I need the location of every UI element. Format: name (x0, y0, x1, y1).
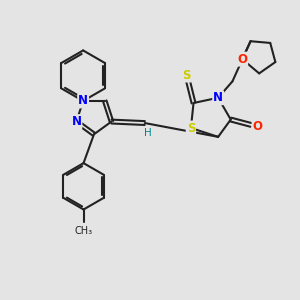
Text: S: S (187, 122, 195, 134)
Text: H: H (144, 128, 152, 138)
Text: O: O (237, 52, 247, 66)
Text: N: N (78, 94, 88, 107)
Text: N: N (213, 91, 223, 104)
Text: CH₃: CH₃ (74, 226, 93, 236)
Text: S: S (182, 68, 191, 82)
Text: N: N (71, 115, 81, 128)
Text: O: O (253, 120, 262, 133)
